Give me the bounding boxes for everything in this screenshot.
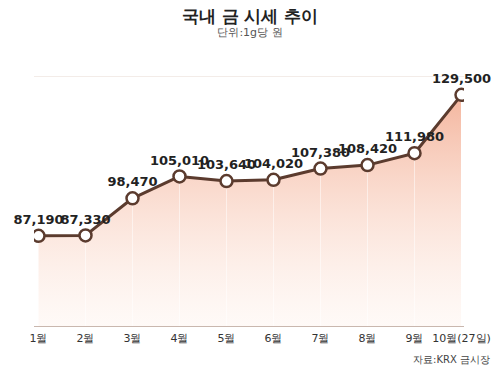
svg-text:2월: 2월 — [77, 332, 95, 345]
svg-text:10월(27일): 10월(27일) — [432, 332, 491, 345]
html-text:단위:1g당 원: 단위:1g당 원 — [217, 26, 283, 39]
svg-text:7월: 7월 — [312, 332, 330, 345]
svg-text:111,980: 111,980 — [385, 129, 444, 144]
html-text:자료:KRX 금시장: 자료:KRX 금시장 — [413, 354, 490, 365]
svg-text:6월: 6월 — [265, 332, 283, 345]
svg-text:129,500: 129,500 — [432, 71, 491, 86]
svg-text:3월: 3월 — [124, 332, 142, 345]
svg-text:98,470: 98,470 — [107, 174, 157, 189]
svg-text:104,020: 104,020 — [243, 155, 304, 171]
html-text:국내 금 시세 추이: 국내 금 시세 추이 — [181, 6, 319, 26]
svg-text:4월: 4월 — [171, 332, 189, 345]
svg-text:103,640: 103,640 — [196, 157, 257, 173]
svg-text:1월: 1월 — [30, 332, 48, 345]
svg-text:87,330: 87,330 — [60, 212, 110, 227]
svg-text:108,420: 108,420 — [337, 141, 398, 157]
svg-text:107,380: 107,380 — [290, 144, 351, 160]
svg-text:9월: 9월 — [406, 332, 424, 345]
svg-text:105,010: 105,010 — [149, 152, 210, 168]
svg-text:8월: 8월 — [359, 332, 377, 345]
svg-text:5월: 5월 — [218, 332, 236, 345]
svg-text:87,190: 87,190 — [13, 212, 63, 227]
